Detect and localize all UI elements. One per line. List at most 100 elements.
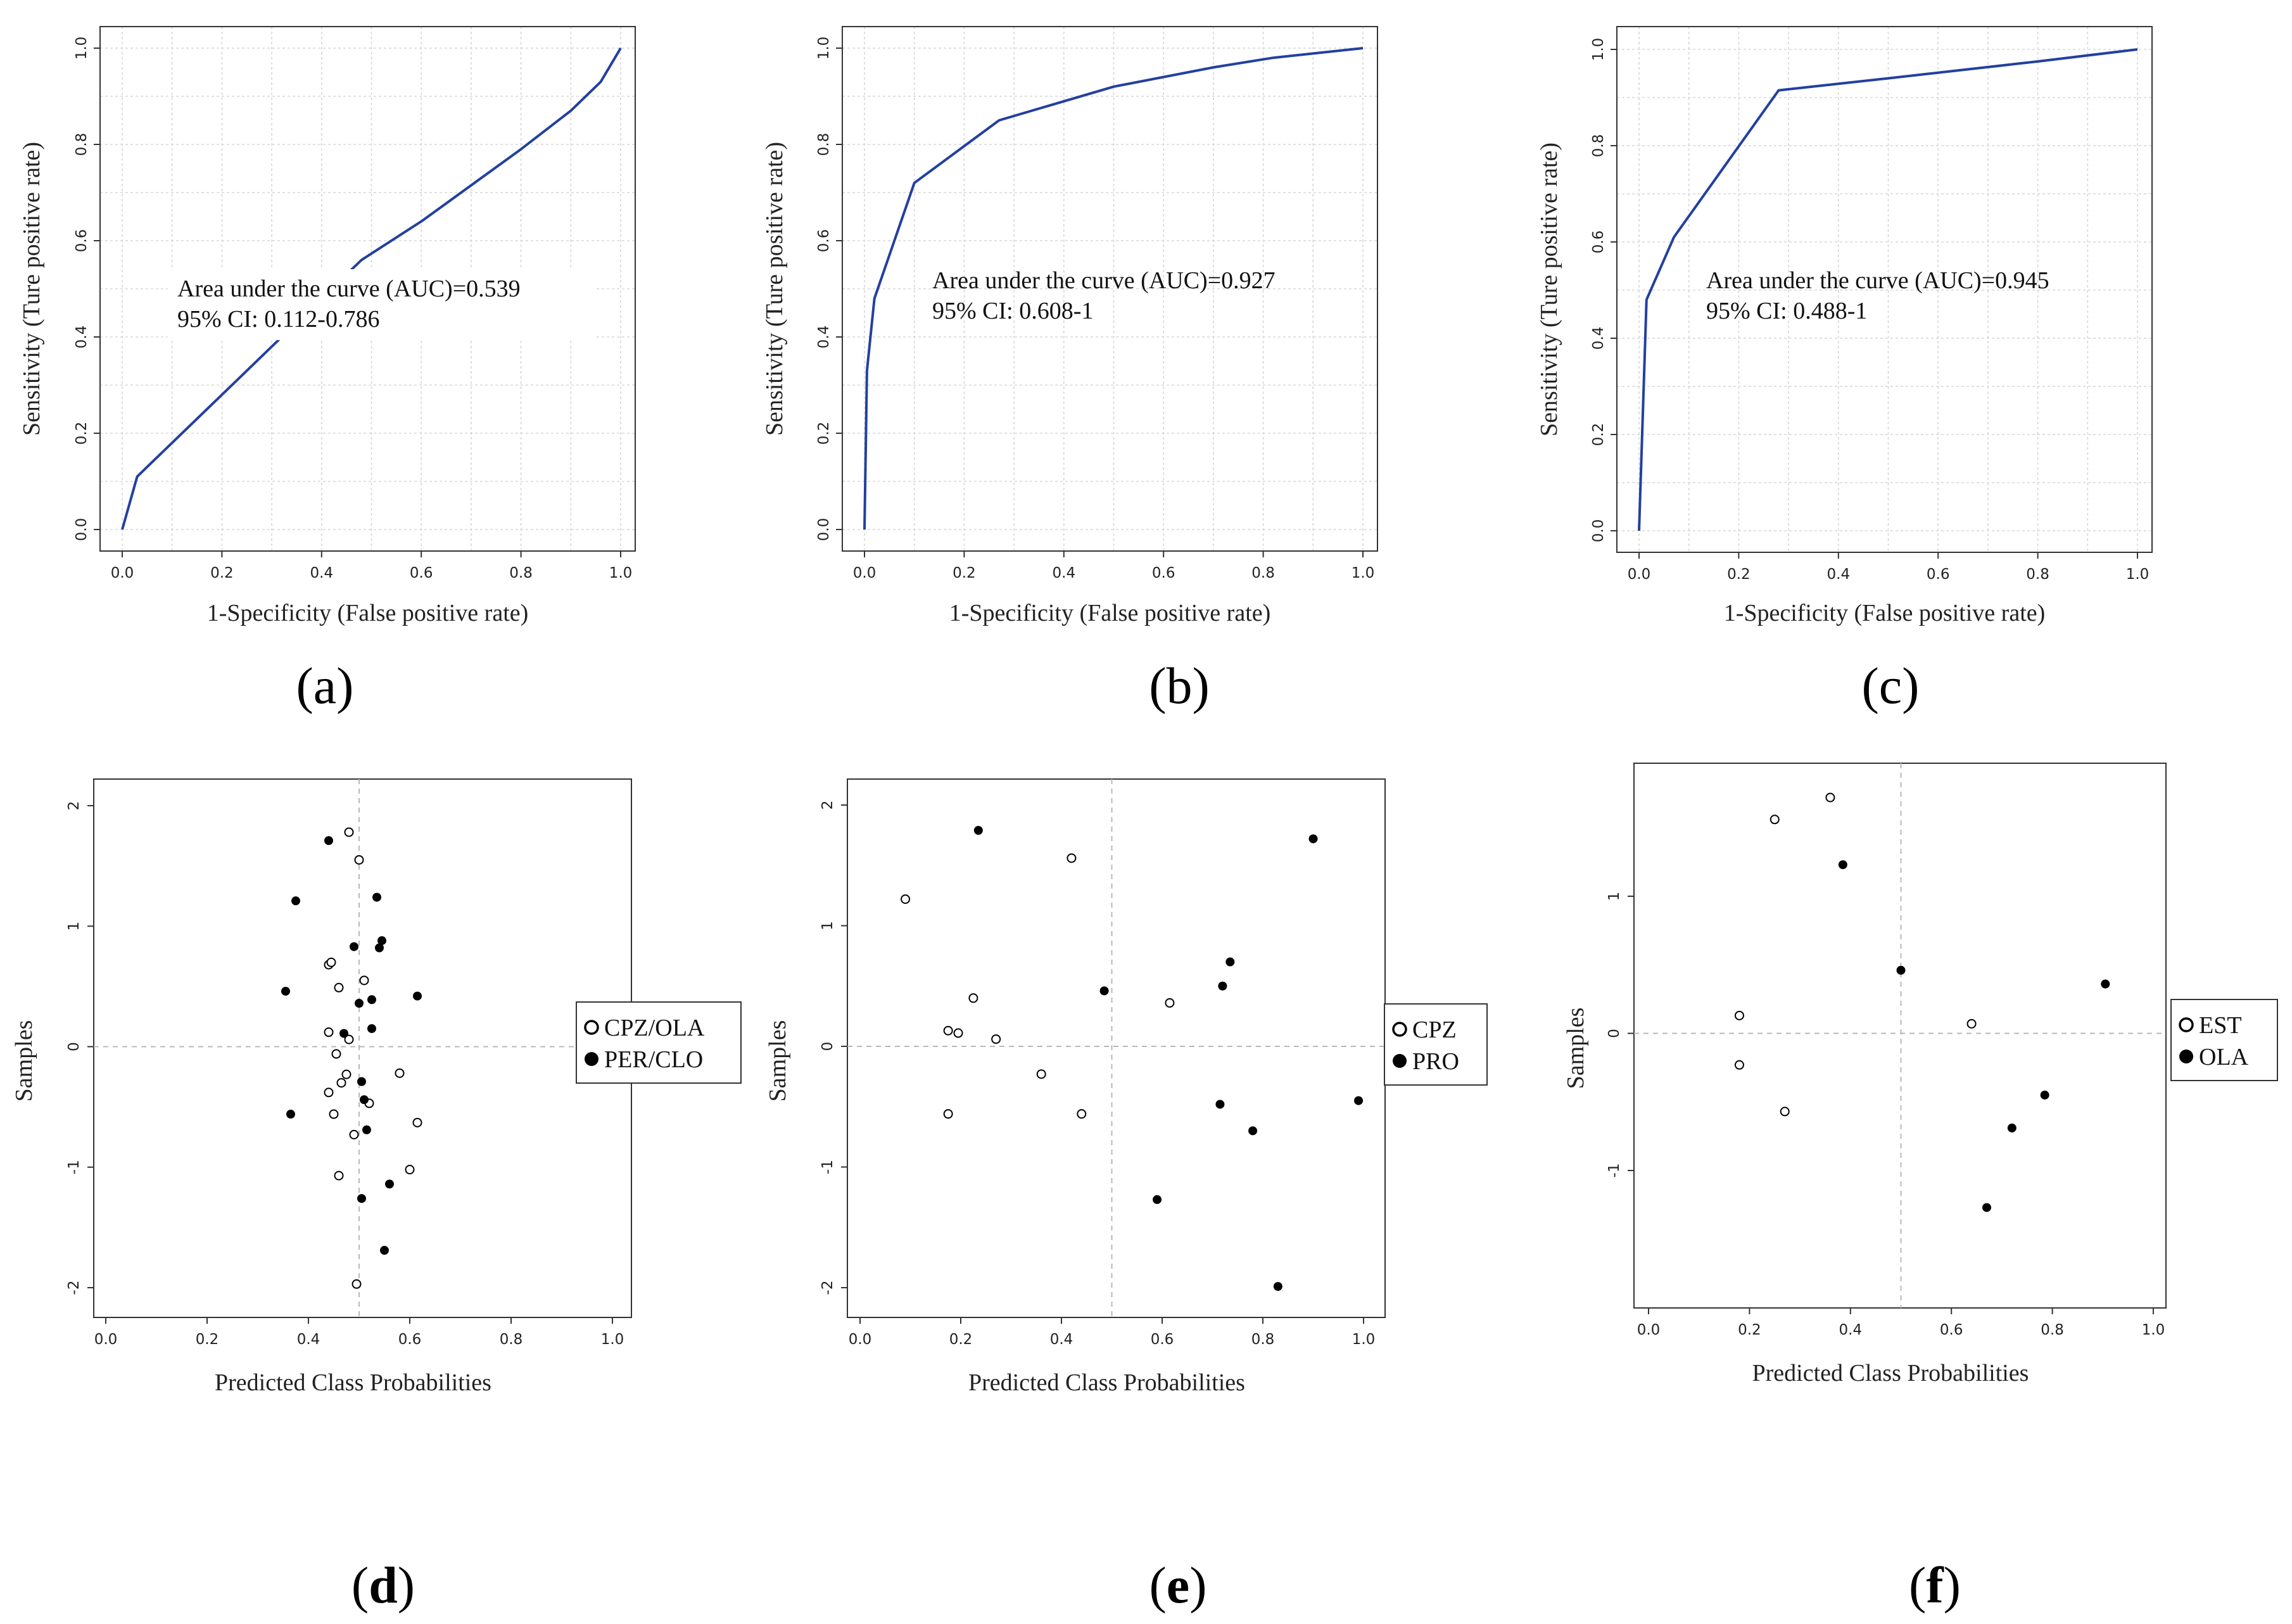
point-ola bbox=[2040, 1090, 2049, 1100]
point-cpz-ola bbox=[344, 1034, 354, 1044]
point-cpz bbox=[943, 1109, 953, 1119]
point-ola bbox=[1838, 860, 1847, 870]
point-cpz-ola bbox=[359, 975, 369, 986]
panel-a: 0.0 0.2 0.4 0.6 0.8 1.0 0.0 0.2 0.4 0.6 0.8 1.0 Area… bbox=[18, 26, 636, 714]
legend-marker-open bbox=[584, 1020, 599, 1035]
x-tick-label: 0.6 bbox=[410, 565, 433, 581]
point-per-clo bbox=[380, 1246, 389, 1255]
y-tick-label: 0.6 bbox=[73, 229, 90, 253]
point-ola bbox=[2101, 979, 2110, 989]
x-tick-label: 0.6 bbox=[1152, 565, 1175, 581]
x-tick-label: 0.8 bbox=[2041, 1322, 2064, 1338]
plot-frame bbox=[99, 26, 636, 552]
point-per-clo bbox=[291, 896, 300, 906]
legend-entry: CPZ bbox=[1412, 1017, 1457, 1043]
roc-curve-line bbox=[1638, 48, 2138, 531]
point-ola bbox=[1982, 1203, 1991, 1212]
point-pro bbox=[1218, 981, 1227, 991]
x-axis-label: Predicted Class Probabilities bbox=[215, 1369, 491, 1396]
legend: CPZ PRO bbox=[1384, 1003, 1488, 1086]
point-cpz-ola bbox=[349, 1129, 359, 1139]
point-cpz-ola bbox=[354, 855, 364, 865]
ci-annotation: 95% CI: 0.608-1 bbox=[932, 298, 1093, 324]
point-per-clo bbox=[362, 1125, 371, 1134]
x-tick-label: 0.8 bbox=[1251, 565, 1275, 581]
y-tick-label: -2 bbox=[820, 1281, 836, 1295]
x-tick-label: 0.8 bbox=[500, 1331, 523, 1348]
point-per-clo bbox=[413, 991, 422, 1001]
point-cpz bbox=[943, 1025, 953, 1036]
legend-box bbox=[2170, 999, 2278, 1081]
y-tick-label: 0 bbox=[66, 1042, 82, 1051]
point-per-clo bbox=[339, 1029, 348, 1038]
y-axis-label: Samples bbox=[11, 1020, 37, 1102]
y-tick-label: 0.2 bbox=[816, 422, 832, 445]
x-tick-label: 0.4 bbox=[297, 1331, 320, 1348]
x-tick-label: 0.8 bbox=[509, 565, 533, 581]
point-per-clo bbox=[281, 986, 290, 996]
x-tick-label: 0.8 bbox=[2026, 566, 2049, 583]
x-axis-label: Predicted Class Probabilities bbox=[968, 1369, 1245, 1396]
y-tick-label: 2 bbox=[820, 801, 836, 810]
point-cpz-ola bbox=[336, 1078, 346, 1088]
x-tick-label: 1.0 bbox=[2142, 1322, 2165, 1338]
point-pro bbox=[1354, 1096, 1364, 1105]
x-tick-label: 0.2 bbox=[196, 1331, 219, 1348]
point-per-clo bbox=[377, 936, 386, 946]
point-per-clo bbox=[324, 836, 333, 846]
point-pro bbox=[973, 826, 983, 835]
auc-annotation: Area under the curve (AUC)=0.539 bbox=[177, 276, 521, 302]
panel-label: (b) bbox=[1149, 657, 1210, 714]
point-cpz bbox=[901, 894, 911, 904]
point-pro bbox=[1273, 1282, 1282, 1291]
plot-frame bbox=[1633, 763, 2167, 1309]
point-per-clo bbox=[367, 1024, 376, 1033]
legend-marker-open bbox=[1392, 1022, 1407, 1037]
roc-curve-line bbox=[863, 47, 1364, 530]
panel-label: (a) bbox=[296, 657, 353, 714]
point-cpz-ola bbox=[324, 1088, 334, 1098]
point-ola bbox=[2007, 1123, 2017, 1132]
ci-annotation: 95% CI: 0.112-0.786 bbox=[177, 306, 379, 333]
point-est bbox=[1966, 1018, 1977, 1029]
x-axis-label: 1-Specificity (False positive rate) bbox=[1724, 600, 2046, 626]
legend-entry: EST bbox=[2199, 1012, 2242, 1039]
x-tick-label: 1.0 bbox=[601, 1331, 624, 1348]
y-axis-label: Samples bbox=[1562, 1008, 1589, 1089]
annotation-backdrop bbox=[168, 269, 595, 340]
legend: EST OLA bbox=[2170, 999, 2278, 1081]
point-cpz bbox=[1067, 853, 1077, 863]
point-cpz-ola bbox=[405, 1165, 415, 1175]
point-pro bbox=[1153, 1195, 1162, 1204]
y-axis-label: Samples bbox=[764, 1020, 791, 1102]
x-tick-label: 0.2 bbox=[1727, 566, 1751, 583]
x-tick-label: 0.0 bbox=[1628, 566, 1651, 583]
panel-e: 0.0 0.2 0.4 0.6 0.8 1.0 2 1 0 -1 -2 CPZ PRO Predicted… bbox=[764, 778, 1488, 1614]
y-tick-label: 0.2 bbox=[1590, 423, 1607, 447]
y-tick-label: 0.0 bbox=[73, 518, 90, 542]
x-axis-label: Predicted Class Probabilities bbox=[1752, 1360, 2029, 1386]
point-pro bbox=[1215, 1100, 1225, 1109]
y-tick-label: 0 bbox=[820, 1042, 836, 1051]
point-cpz bbox=[1036, 1069, 1046, 1079]
x-tick-label: 0.6 bbox=[1151, 1331, 1174, 1348]
x-tick-label: 0.2 bbox=[949, 1331, 973, 1348]
point-est bbox=[1734, 1060, 1744, 1070]
y-tick-label: 0 bbox=[1606, 1029, 1623, 1038]
point-pro bbox=[1099, 986, 1109, 996]
x-tick-label: 0.0 bbox=[94, 1331, 118, 1348]
ci-annotation: 95% CI: 0.488-1 bbox=[1706, 298, 1867, 324]
point-cpz-ola bbox=[329, 1109, 339, 1119]
x-axis-label: 1-Specificity (False positive rate) bbox=[949, 600, 1271, 626]
y-tick-label: 1 bbox=[820, 921, 836, 930]
panel-label: (d) bbox=[351, 1556, 415, 1614]
legend-marker-open bbox=[2179, 1017, 2194, 1032]
x-tick-label: 0.2 bbox=[210, 565, 234, 581]
point-ola bbox=[1896, 965, 1906, 975]
point-cpz bbox=[991, 1034, 1001, 1044]
point-per-clo bbox=[360, 1095, 369, 1105]
point-cpz-ola bbox=[331, 1049, 341, 1059]
point-cpz bbox=[968, 993, 978, 1003]
y-tick-label: 0.4 bbox=[73, 326, 90, 349]
